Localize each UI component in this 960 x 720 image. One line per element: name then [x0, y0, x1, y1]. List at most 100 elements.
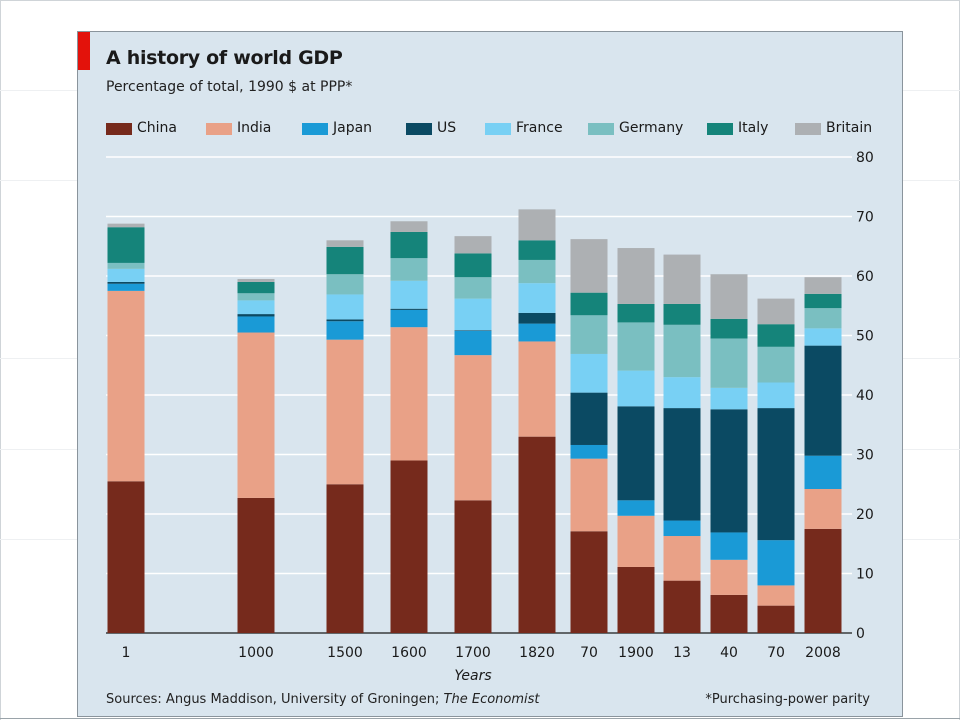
bar-segment-britain — [518, 209, 556, 241]
bar-segment-japan — [518, 323, 556, 342]
x-tick-label: 70 — [580, 645, 598, 661]
chart-subtitle: Percentage of total, 1990 $ at PPP* — [106, 79, 353, 95]
bar-segment-japan — [107, 283, 145, 291]
bar-segment-france — [454, 298, 492, 331]
bar-segment-japan — [237, 316, 275, 333]
legend-swatch — [406, 123, 432, 135]
y-tick-label: 50 — [856, 329, 874, 345]
bar-segment-japan — [757, 540, 795, 586]
legend-swatch — [485, 123, 511, 135]
bar-segment-france — [804, 328, 842, 346]
bar-segment-india — [617, 515, 655, 567]
bar-segment-italy — [663, 303, 701, 325]
bar-segment-china — [107, 481, 145, 633]
legend-label: France — [516, 120, 563, 136]
x-tick-label: 1 — [122, 645, 131, 661]
source-publication: The Economist — [443, 692, 540, 707]
bar-segment-germany — [326, 274, 364, 295]
y-tick-label: 40 — [856, 388, 874, 404]
bar-segment-japan — [326, 321, 364, 340]
bar-segment-italy — [617, 303, 655, 323]
chart-panel: A history of world GDP Percentage of tot… — [77, 31, 903, 717]
legend-label: India — [237, 120, 272, 136]
x-tick-label: 1820 — [519, 645, 555, 661]
bar-segment-germany — [757, 346, 795, 383]
bar-segment-germany — [107, 262, 145, 269]
bar-segment-india — [663, 536, 701, 581]
bar-segment-india — [518, 341, 556, 437]
bar-segment-india — [454, 355, 492, 501]
bar-segment-britain — [390, 221, 428, 232]
bar-segment-britain — [454, 236, 492, 254]
bar-segment-italy — [804, 293, 842, 309]
source-note: Sources: Angus Maddison, University of G… — [106, 692, 540, 707]
source-text: Sources: Angus Maddison, University of G… — [106, 692, 444, 707]
bar-segment-india — [390, 327, 428, 461]
bar-segment-germany — [570, 315, 608, 354]
legend-swatch — [206, 123, 232, 135]
bar-segment-japan — [804, 455, 842, 490]
bar-segment-china — [326, 484, 364, 633]
bar-segment-japan — [663, 520, 701, 537]
bar-segment-us — [663, 408, 701, 521]
bar-segment-france — [570, 353, 608, 393]
legend-swatch — [795, 123, 821, 135]
bar-segment-italy — [570, 292, 608, 316]
bar-segment-germany — [454, 277, 492, 299]
y-tick-label: 70 — [856, 210, 874, 226]
y-tick-label: 80 — [856, 150, 874, 166]
x-tick-label: 13 — [673, 645, 691, 661]
bar-segment-india — [237, 332, 275, 498]
bar-segment-germany — [663, 324, 701, 378]
bar-segment-france — [237, 300, 275, 315]
bar-segment-france — [107, 268, 145, 282]
bar-segment-britain — [757, 298, 795, 325]
slide-border-left — [0, 0, 1, 720]
chart-title: A history of world GDP — [106, 47, 343, 69]
bar-segment-india — [757, 585, 795, 606]
bar-segment-germany — [710, 338, 748, 388]
y-tick-label: 20 — [856, 507, 874, 523]
bar-segment-us — [617, 406, 655, 501]
footnote: *Purchasing-power parity — [705, 692, 870, 707]
bar-segment-italy — [390, 231, 428, 259]
y-tick-label: 10 — [856, 567, 874, 583]
bar-segment-france — [757, 382, 795, 409]
legend-swatch — [707, 123, 733, 135]
bar-segment-britain — [804, 277, 842, 294]
bar-segment-germany — [617, 322, 655, 371]
bar-segment-france — [617, 370, 655, 407]
bar-segment-germany — [804, 308, 842, 329]
y-tick-label: 0 — [856, 626, 865, 642]
x-tick-label: 2008 — [805, 645, 841, 661]
bar-segment-india — [107, 290, 145, 482]
bar-segment-china — [390, 460, 428, 633]
legend-label: Italy — [738, 120, 769, 136]
x-tick-label: 1700 — [455, 645, 491, 661]
bar-segment-france — [390, 280, 428, 309]
x-tick-label: 1600 — [391, 645, 427, 661]
bar-segment-italy — [518, 240, 556, 260]
bar-segment-india — [710, 559, 748, 595]
bar-segment-britain — [663, 254, 701, 304]
bar-segment-germany — [518, 259, 556, 284]
x-tick-label: 1000 — [238, 645, 274, 661]
bar-segment-germany — [390, 258, 428, 281]
bar-segment-japan — [570, 444, 608, 459]
bar-segment-italy — [710, 318, 748, 339]
bar-segment-italy — [757, 324, 795, 347]
bar-segment-china — [570, 531, 608, 633]
bar-segment-britain — [107, 223, 145, 228]
bar-segment-china — [237, 497, 275, 633]
bar-segment-italy — [237, 281, 275, 294]
bar-segment-china — [617, 566, 655, 633]
economist-red-tab — [78, 32, 90, 70]
bar-segment-china — [757, 605, 795, 633]
y-tick-label: 30 — [856, 448, 874, 464]
slide-border-bottom — [0, 718, 960, 719]
bar-segment-china — [454, 500, 492, 633]
bar-segment-us — [518, 312, 556, 324]
bar-segment-china — [710, 594, 748, 633]
bar-segment-italy — [326, 246, 364, 275]
legend-swatch — [302, 123, 328, 135]
